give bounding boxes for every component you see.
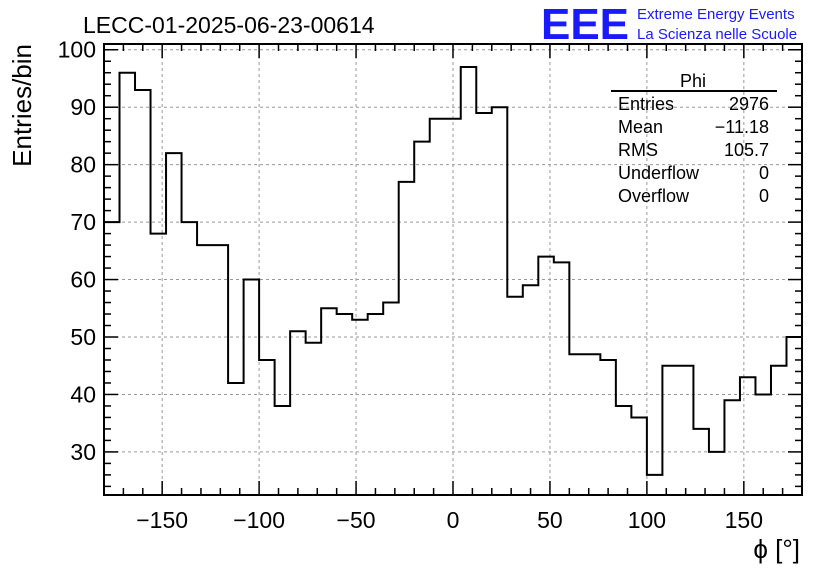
stats-row-label: Underflow (618, 163, 700, 183)
plot-frame (103, 43, 803, 496)
y-tick-label: 40 (70, 381, 96, 407)
x-axis-label: ϕ [°] (753, 534, 800, 564)
x-tick-label: 150 (725, 507, 763, 533)
x-tick-label: 50 (537, 507, 563, 533)
logo-line-2: La Scienza nelle Scuole (637, 26, 797, 43)
stats-row-value: −11.18 (715, 117, 769, 137)
x-tick-label: 100 (628, 507, 666, 533)
histogram-line (104, 65, 803, 476)
stats-row-label: RMS (618, 140, 658, 160)
x-tick-label: −50 (337, 507, 376, 533)
y-tick-label: 30 (70, 439, 96, 465)
logo-eee: EEE (541, 0, 629, 49)
y-tick-label: 60 (70, 267, 96, 293)
stats-row-label: Entries (618, 94, 674, 114)
tick-labels: −150 −100 −50 0 50 100 150 30 40 50 60 70 80 90 100 (58, 37, 763, 533)
grid-lines (104, 44, 802, 495)
x-tick-label: 0 (447, 507, 460, 533)
y-tick-label: 50 (70, 324, 96, 350)
y-tick-label: 80 (70, 152, 96, 178)
stats-row-value: 0 (759, 163, 769, 183)
stats-row-label: Mean (618, 117, 663, 137)
stats-row-value: 105.7 (724, 140, 769, 160)
stats-box: Phi Entries 2976 Mean −11.18 RMS 105.7 Underfl… (611, 71, 777, 206)
stats-row-value: 0 (759, 186, 769, 206)
logo-line-1: Extreme Energy Events (637, 6, 795, 23)
stats-row-value: 2976 (729, 94, 769, 114)
stats-row-label: Overflow (618, 186, 690, 206)
y-tick-label: 70 (70, 209, 96, 235)
x-tick-label: −150 (136, 507, 188, 533)
axis-ticks (103, 44, 803, 495)
stats-title: Phi (680, 71, 706, 91)
x-tick-label: −100 (233, 507, 285, 533)
y-tick-label: 90 (70, 94, 96, 120)
y-axis-label: Entries/bin (7, 44, 37, 167)
y-tick-label: 100 (58, 37, 96, 63)
chart-title: LECC-01-2025-06-23-00614 (83, 12, 375, 38)
